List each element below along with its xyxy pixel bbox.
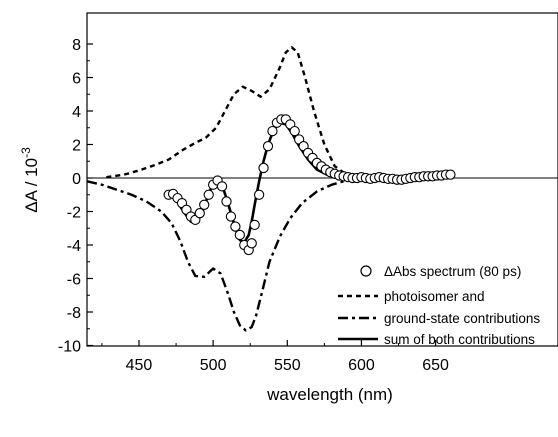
series-layer xyxy=(86,46,456,332)
y-tick-label: 0 xyxy=(72,171,81,188)
x-axis-title: wavelength (nm) xyxy=(266,385,393,404)
legend-label-abs-spectrum: ΔAbs spectrum (80 ps) xyxy=(384,264,521,279)
y-tick-label: -4 xyxy=(67,238,81,255)
y-ticks: -10 -8 -6 -4 -2 0 2 4 6 8 xyxy=(58,37,93,356)
data-point xyxy=(289,125,300,137)
data-point xyxy=(258,162,269,174)
data-point xyxy=(234,229,245,241)
x-tick-label: 650 xyxy=(422,357,449,374)
data-point xyxy=(249,219,260,231)
data-point xyxy=(253,189,265,200)
y-tick-label: 2 xyxy=(72,138,81,155)
data-point xyxy=(199,199,210,210)
y-tick-label: -6 xyxy=(67,272,81,289)
y-tick-label: -10 xyxy=(58,339,81,356)
x-tick-label: 450 xyxy=(126,357,153,374)
data-point xyxy=(246,238,257,249)
data-point xyxy=(267,125,278,137)
x-tick-label: 550 xyxy=(274,357,301,374)
x-tick-label: 500 xyxy=(200,357,227,374)
data-point xyxy=(216,181,228,192)
y-tick-label: 4 xyxy=(72,104,81,121)
legend-label-ground-state: ground-state contributions xyxy=(384,311,540,326)
y-axis-title: ΔA / 10-3 xyxy=(19,147,41,213)
y-tick-label: -2 xyxy=(67,205,81,222)
y-axis-title-exponent: -3 xyxy=(19,147,33,158)
series-line-dashdot xyxy=(86,176,454,332)
y-axis-title-main: ΔA / 10 xyxy=(22,158,41,213)
legend: ΔAbs spectrum (80 ps) photoisomer and gr… xyxy=(338,264,540,347)
data-point xyxy=(230,221,241,232)
y-tick-label: 6 xyxy=(72,71,81,88)
x-ticks: 450 500 550 600 650 xyxy=(101,340,449,374)
data-point xyxy=(262,141,274,152)
x-tick-label: 600 xyxy=(348,357,375,374)
data-point xyxy=(203,189,214,200)
legend-label-photoisomer: photoisomer and xyxy=(384,289,485,304)
data-point xyxy=(445,169,456,180)
legend-label-sum: sum of both contributions xyxy=(384,332,535,347)
plot-frame xyxy=(86,12,558,347)
legend-marker-circle xyxy=(360,265,372,277)
series-line-dash xyxy=(106,46,454,180)
y-tick-label: -8 xyxy=(67,305,81,322)
data-point xyxy=(221,196,232,207)
data-point xyxy=(194,208,205,219)
y-tick-label: 8 xyxy=(72,37,81,54)
data-point xyxy=(225,211,237,222)
